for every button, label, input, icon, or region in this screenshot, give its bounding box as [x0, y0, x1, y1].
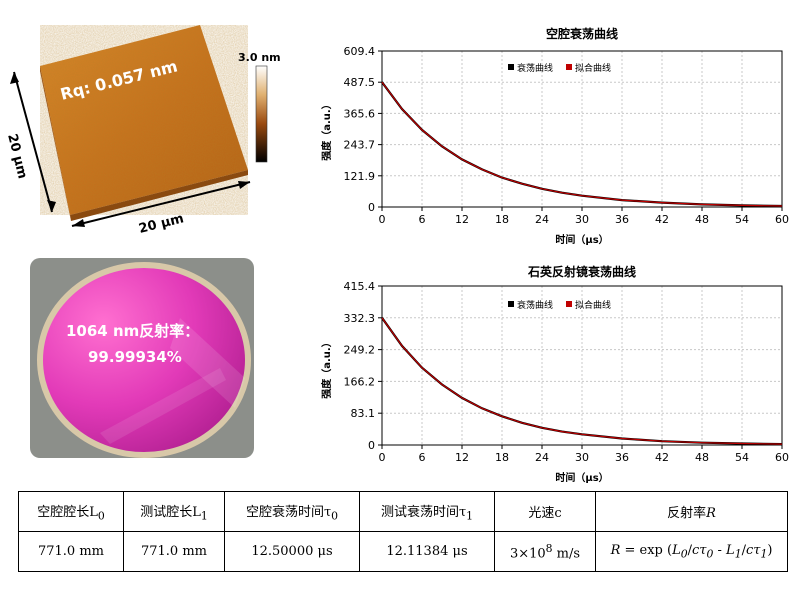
x-tick-label: 0: [379, 213, 386, 226]
reflectance-caption-line2: 99.99934%: [88, 348, 182, 366]
legend-marker-ringdown: [508, 301, 514, 307]
y-axis-ticks: 0 121.9 243.7 365.6 487.5 609.4: [344, 45, 382, 214]
y-tick-label: 365.6: [344, 107, 376, 120]
x-tick-label: 36: [615, 451, 629, 464]
y-tick-label: 166.2: [344, 375, 376, 388]
legend: 衰荡曲线 拟合曲线: [508, 299, 611, 311]
scale-max-label: 3.0 nm: [238, 51, 281, 64]
x-axis-label: 时间（μs）: [555, 471, 608, 484]
table-cell: R = exp (L0/cτ0 - L1/cτ1): [595, 531, 788, 572]
quartz-mirror-ringdown-chart: 石英反射镜衰荡曲线 0 83.1 166.2 249.2 332.3 415.4 0 6 12…: [320, 264, 789, 484]
afm-surface: [40, 25, 248, 221]
y-tick-label: 609.4: [344, 45, 376, 58]
series-line-fit: [381, 81, 783, 207]
afm-surface-panel: Rq: 0.057 nm 3.0 nm 20 μm 20 μm: [4, 25, 281, 237]
legend-label-fit: 拟合曲线: [575, 62, 611, 74]
legend-label-ringdown: 衰荡曲线: [517, 299, 553, 311]
x-axis-ticks: 0 6 12 18 24 30 36 42 48 54 60: [379, 207, 789, 226]
table-cell: 771.0 mm: [123, 531, 225, 572]
header-cell: 空腔腔长L0: [18, 491, 124, 532]
legend-marker-fit: [566, 64, 572, 70]
mirror-surface: [43, 268, 245, 452]
y-tick-label: 487.5: [344, 76, 376, 89]
x-tick-label: 6: [419, 451, 426, 464]
results-table: 空腔腔长L0 测试腔长L1 空腔衰荡时间τ0 测试衰荡时间τ1 光速c 反射率R…: [18, 491, 788, 572]
legend-marker-ringdown: [508, 64, 514, 70]
empty-cavity-ringdown-chart: 空腔衰荡曲线 0 121.9 243.7 365.6 487.5 609.4 0 6 12 18…: [320, 26, 789, 246]
reflectance-caption-line1: 1064 nm反射率：: [66, 322, 199, 340]
x-tick-label: 24: [535, 213, 549, 226]
y-tick-label: 243.7: [344, 139, 376, 152]
afm-y-dimension-label: 20 μm: [4, 132, 30, 180]
chart-title: 石英反射镜衰荡曲线: [527, 264, 636, 279]
afm-x-dimension-label: 20 μm: [137, 211, 185, 237]
x-axis-label: 时间（μs）: [555, 233, 608, 246]
x-tick-label: 18: [495, 451, 509, 464]
legend-label-ringdown: 衰荡曲线: [517, 62, 553, 74]
table-header-row: 空腔腔长L0 测试腔长L1 空腔衰荡时间τ0 测试衰荡时间τ1 光速c 反射率R: [18, 491, 788, 532]
x-tick-label: 0: [379, 451, 386, 464]
y-axis-ticks: 0 83.1 166.2 249.2 332.3 415.4: [344, 280, 382, 452]
x-tick-label: 48: [695, 213, 709, 226]
header-cell: 测试腔长L1: [123, 491, 225, 532]
x-tick-label: 60: [775, 451, 789, 464]
legend: 衰荡曲线 拟合曲线: [508, 62, 611, 74]
x-tick-label: 54: [735, 451, 749, 464]
series-line-fit: [381, 317, 783, 445]
x-axis-ticks: 0 6 12 18 24 30 36 42 48 54 60: [379, 445, 789, 464]
afm-y-dimension-arrow: [10, 71, 56, 213]
grid-lines: [381, 50, 783, 208]
header-cell: 空腔衰荡时间τ0: [224, 491, 360, 532]
header-cell: 反射率R: [595, 491, 788, 532]
afm-x-dimension-arrow: [71, 181, 251, 227]
x-tick-label: 30: [575, 213, 589, 226]
y-tick-label: 415.4: [344, 280, 376, 293]
y-tick-label: 83.1: [351, 407, 376, 420]
y-tick-label: 0: [368, 201, 375, 214]
x-tick-label: 42: [655, 451, 669, 464]
y-tick-label: 332.3: [344, 312, 376, 325]
x-tick-label: 30: [575, 451, 589, 464]
height-color-scale: 3.0 nm: [238, 51, 281, 163]
table-row: 771.0 mm 771.0 mm 12.50000 μs 12.11384 μ…: [18, 531, 788, 572]
x-tick-label: 60: [775, 213, 789, 226]
header-cell: 测试衰荡时间τ1: [359, 491, 495, 532]
x-tick-label: 12: [455, 451, 469, 464]
series-group: [381, 317, 783, 446]
table-cell: 12.50000 μs: [224, 531, 360, 572]
y-tick-label: 0: [368, 439, 375, 452]
x-tick-label: 6: [419, 213, 426, 226]
x-tick-label: 18: [495, 213, 509, 226]
legend-label-fit: 拟合曲线: [575, 299, 611, 311]
y-axis-label: 强度（a.u.）: [320, 99, 333, 160]
table-cell: 771.0 mm: [18, 531, 124, 572]
table-cell: 12.11384 μs: [359, 531, 495, 572]
table-cell: 3×108 m/s: [494, 531, 596, 572]
mirror-photo-panel: 1064 nm反射率： 99.99934%: [30, 258, 254, 458]
y-axis-label: 强度（a.u.）: [320, 337, 333, 398]
x-tick-label: 24: [535, 451, 549, 464]
x-tick-label: 42: [655, 213, 669, 226]
header-cell: 光速c: [494, 491, 596, 532]
y-tick-label: 121.9: [344, 170, 376, 183]
x-tick-label: 54: [735, 213, 749, 226]
x-tick-label: 36: [615, 213, 629, 226]
series-group: [381, 81, 783, 208]
legend-marker-fit: [566, 301, 572, 307]
x-tick-label: 12: [455, 213, 469, 226]
chart-title: 空腔衰荡曲线: [546, 26, 618, 41]
x-tick-label: 48: [695, 451, 709, 464]
y-tick-label: 249.2: [344, 344, 376, 357]
